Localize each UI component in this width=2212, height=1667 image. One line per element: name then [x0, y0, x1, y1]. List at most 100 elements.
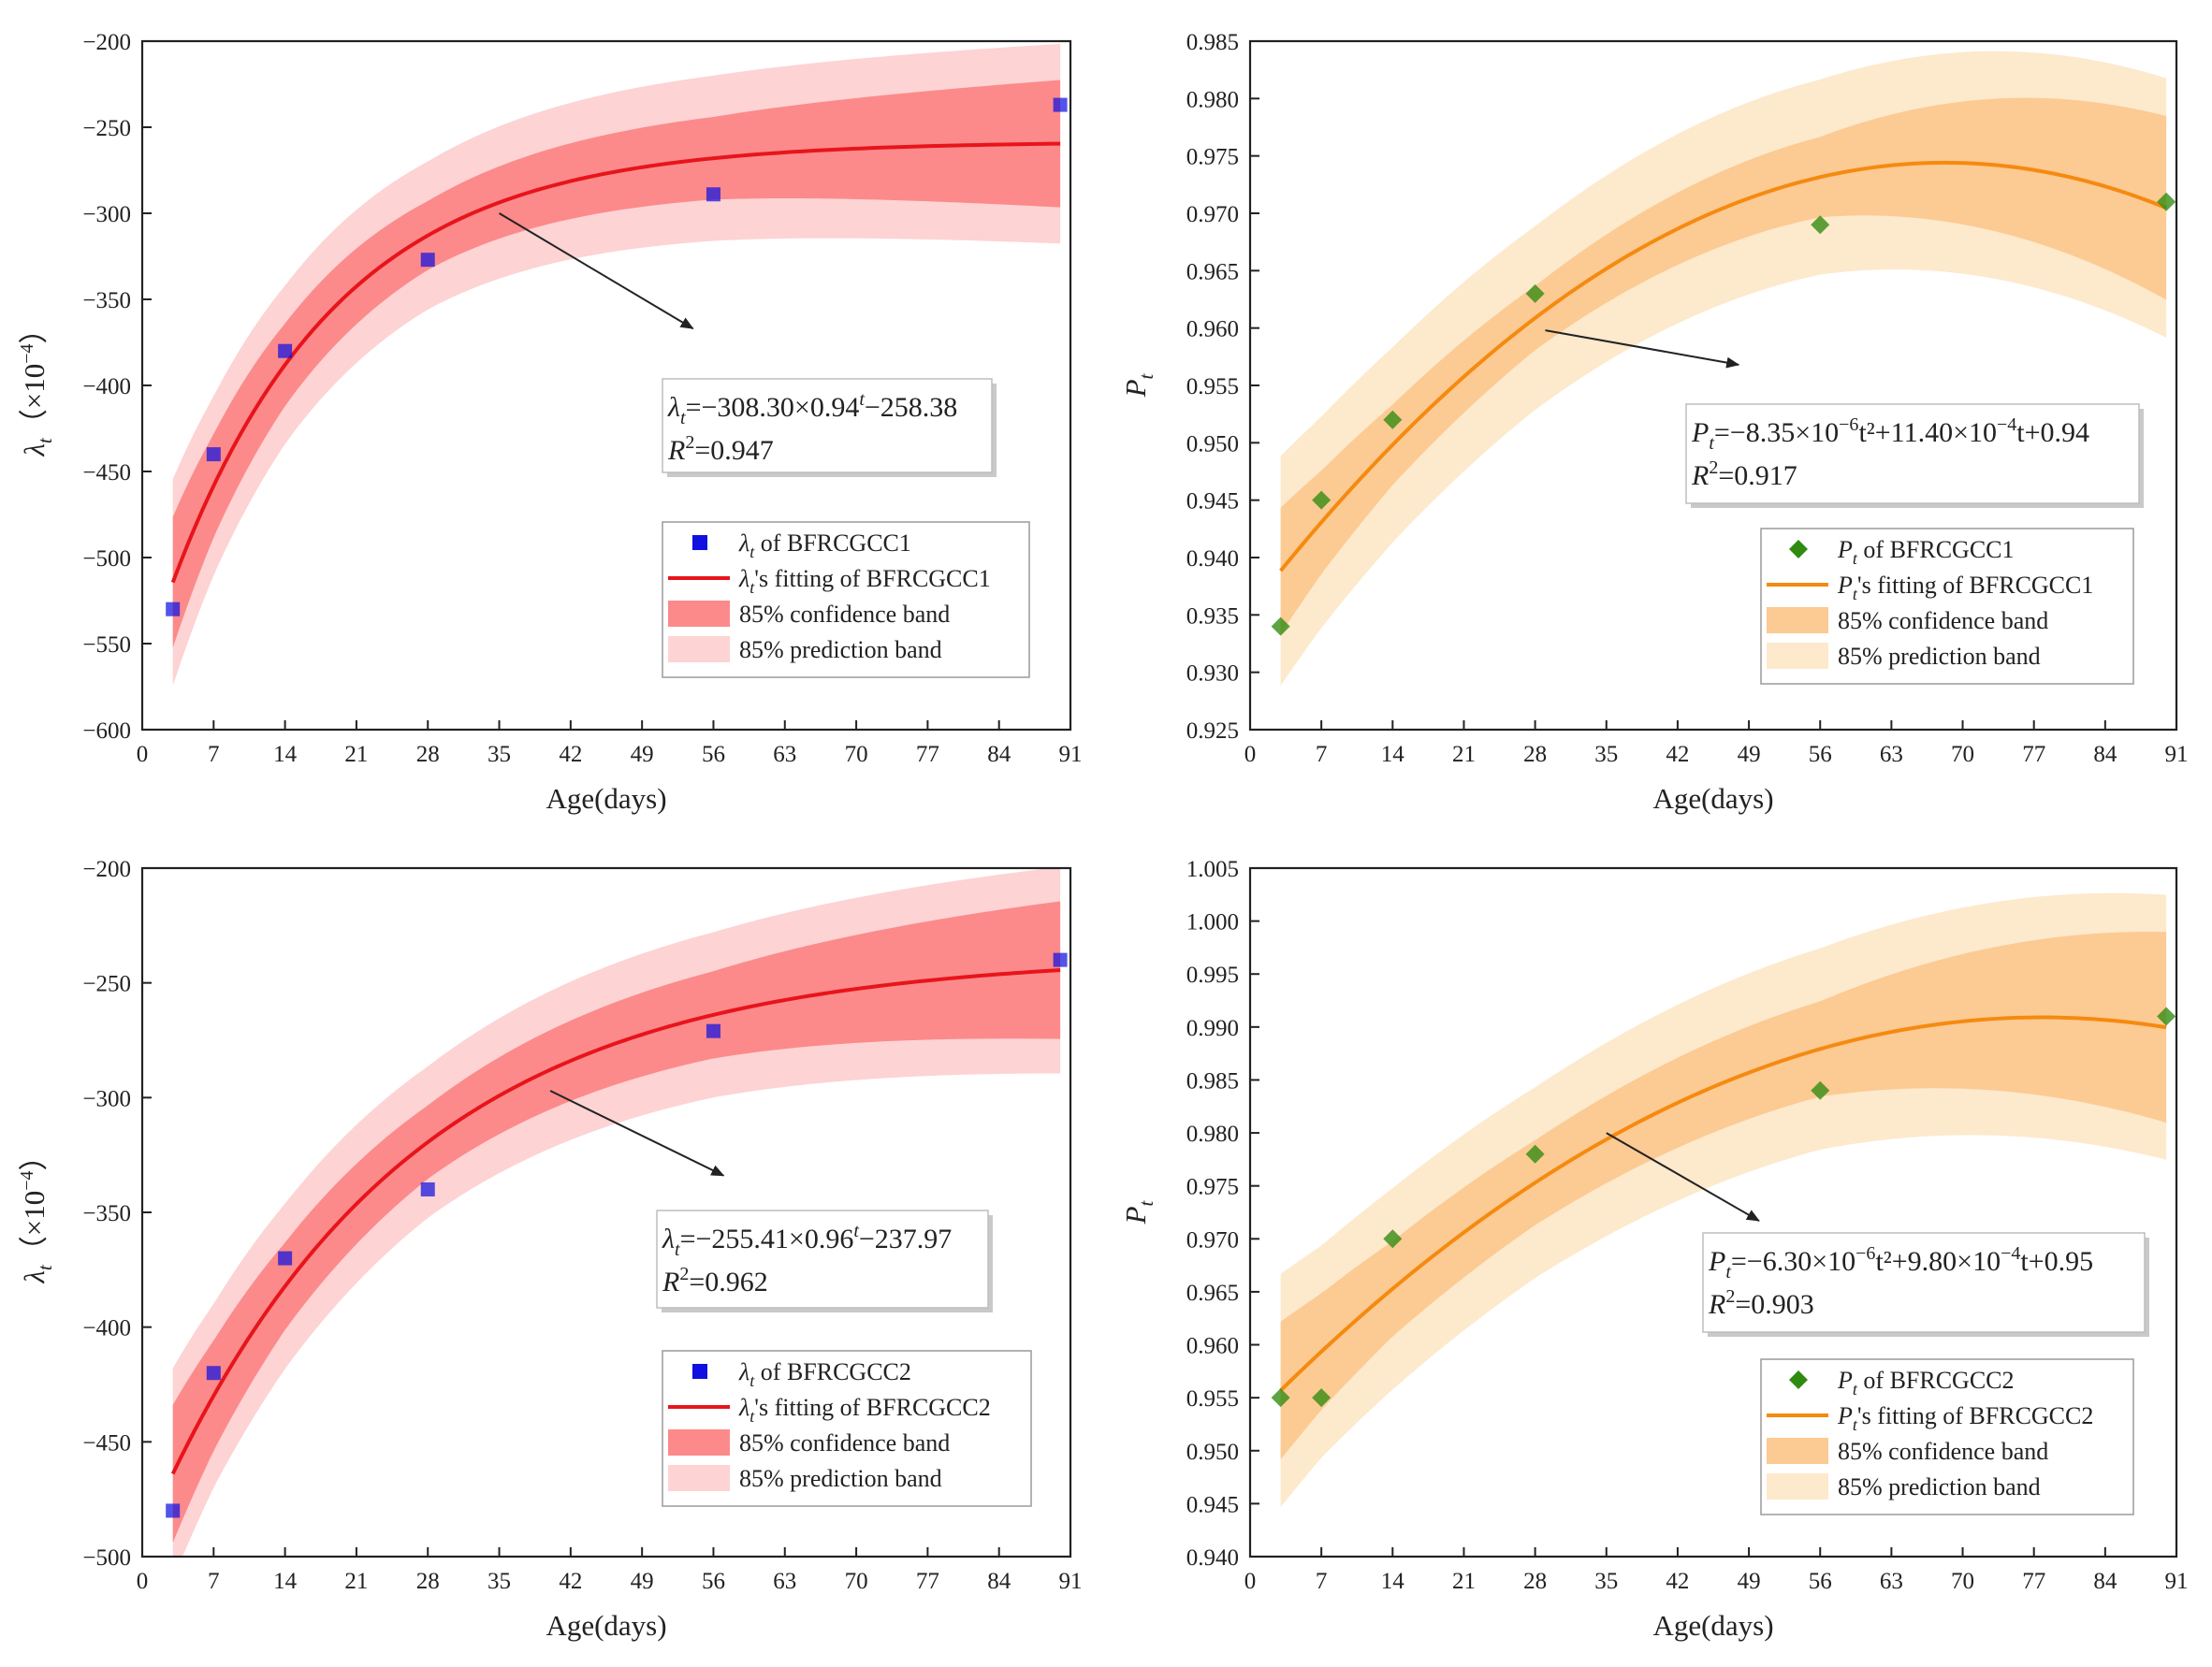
confidence-band — [172, 901, 1061, 1544]
x-tick-label: 49 — [1738, 1569, 1761, 1594]
legend-prediction-swatch — [668, 636, 730, 662]
equation-superscript: t — [859, 389, 865, 410]
panel-p-bfrcgcc2: 0 7 14 21 28 35 42 49 56 63 70 77 84 91 0.940 0.945 0.95… — [1119, 857, 2189, 1642]
equation-superscript: t — [853, 1221, 859, 1241]
panel-lambda-bfrcgcc2: 0 7 14 21 28 35 42 49 56 63 70 77 84 91 −500 −450 −400 −3… — [17, 857, 1083, 1642]
r-squared-value: =0.903 — [1735, 1289, 1813, 1320]
x-tick-label: 0 — [137, 1569, 149, 1594]
legend-prediction-swatch — [1767, 643, 1828, 669]
legend-symbol: λ — [738, 565, 749, 592]
y-tick-label: 0.955 — [1186, 374, 1239, 399]
y-tick-label: 0.995 — [1186, 963, 1239, 988]
x-tick-label: 49 — [1738, 742, 1761, 767]
equation-tail-2: t+0.94 — [2016, 417, 2089, 448]
x-tick-label: 84 — [2093, 742, 2117, 767]
x-tick-label: 14 — [1381, 1569, 1405, 1594]
y-axis-unit: （×10 — [18, 364, 51, 438]
x-tick-label: 0 — [1244, 1569, 1257, 1594]
legend-prediction-swatch — [668, 1465, 730, 1491]
equation-subscript: t — [680, 408, 686, 428]
legend-label: Pt's fitting of BFRCGCC2 — [1837, 1402, 2093, 1434]
y-tick-label: 0.925 — [1186, 718, 1239, 744]
x-tick-label: 77 — [916, 742, 939, 767]
legend-text-body: of BFRCGCC1 — [754, 529, 911, 557]
r-squared-symbol: R — [662, 1267, 679, 1297]
legend-label: 85% confidence band — [739, 601, 950, 628]
legend-symbol: P — [1837, 1367, 1853, 1394]
legend-confidence-swatch — [1767, 607, 1828, 633]
equation-box — [656, 1210, 989, 1309]
y-axis-unit: （×10 — [18, 1191, 51, 1265]
x-tick-label: 35 — [1594, 742, 1618, 767]
data-point — [1271, 1388, 1290, 1408]
legend-prediction-swatch — [1767, 1473, 1828, 1500]
equation-body: =−308.30×0.94 — [686, 392, 860, 423]
data-point — [278, 1251, 293, 1266]
y-tick-label: 1.000 — [1186, 910, 1239, 935]
x-tick-label: 77 — [2022, 742, 2045, 767]
legend-text-body: of BFRCGCC2 — [754, 1358, 911, 1385]
y-tick-label: 0.940 — [1186, 546, 1239, 572]
legend-label: 85% confidence band — [1838, 607, 2048, 634]
y-tick-label: 0.935 — [1186, 603, 1239, 629]
equation-tail: t²+11.40×10 — [1858, 417, 1997, 448]
x-tick-label: 28 — [1523, 742, 1547, 767]
equation-tail-2: t+0.95 — [2020, 1246, 2093, 1277]
x-tick-label: 63 — [1880, 1569, 1903, 1594]
y-tick-label: −400 — [82, 374, 131, 399]
r-squared-exponent: 2 — [685, 432, 694, 453]
legend-symbol: P — [1837, 572, 1853, 599]
x-tick-label: 42 — [559, 1569, 582, 1594]
y-tick-label: −550 — [82, 632, 131, 658]
y-tick-label: −450 — [82, 460, 131, 486]
legend-text-body: 's fitting of BFRCGCC2 — [1857, 1402, 2093, 1429]
legend-text-body: of BFRCGCC2 — [1857, 1367, 2015, 1394]
legend-text-body: 's fitting of BFRCGCC2 — [754, 1394, 990, 1421]
y-tick-label: 1.005 — [1186, 857, 1239, 882]
x-tick-label: 21 — [1452, 1569, 1476, 1594]
x-tick-label: 14 — [273, 1569, 298, 1594]
data-point — [2157, 192, 2176, 211]
legend-subscript: t — [749, 1407, 755, 1426]
y-tick-label: 0.970 — [1186, 202, 1239, 227]
x-tick-label: 56 — [1809, 1569, 1832, 1594]
equation-symbol: P — [1708, 1246, 1725, 1277]
fit-line — [170, 968, 1061, 1475]
r-squared-symbol: R — [667, 435, 685, 466]
x-tick-label: 70 — [845, 742, 868, 767]
legend-label: 85% prediction band — [1838, 1473, 2041, 1500]
legend-text-body: 85% prediction band — [739, 636, 942, 663]
r-squared: R2=0.947 — [667, 432, 774, 466]
data-point — [1811, 1080, 1830, 1100]
x-tick-label: 0 — [1244, 742, 1257, 767]
data-point — [1383, 1229, 1403, 1249]
legend-label: λt of BFRCGCC1 — [738, 529, 911, 561]
legend-text-body: 85% prediction band — [1838, 643, 2041, 670]
legend-text-body: 's fitting of BFRCGCC1 — [1857, 572, 2093, 599]
equation-box — [1702, 1232, 2146, 1333]
data-point — [278, 343, 293, 358]
data-point — [206, 1366, 221, 1381]
fit-equation: λt=−308.30×0.94t−258.38 — [667, 389, 957, 428]
legend-symbol: P — [1837, 1402, 1853, 1429]
legend-symbol: λ — [738, 1394, 749, 1421]
r-squared: R2=0.903 — [1708, 1286, 1814, 1320]
x-tick-label: 56 — [702, 742, 725, 767]
x-tick-label: 84 — [987, 742, 1011, 767]
legend-text-body: 85% confidence band — [1838, 1438, 2048, 1465]
legend-label: 85% prediction band — [1838, 643, 2041, 670]
x-tick-label: 63 — [773, 1569, 796, 1594]
y-tick-label: −600 — [82, 718, 131, 744]
x-tick-label: 49 — [631, 1569, 654, 1594]
y-tick-label: −500 — [82, 546, 131, 572]
data-point — [1312, 490, 1332, 510]
y-tick-label: −450 — [82, 1430, 131, 1456]
legend-subscript: t — [749, 1371, 755, 1390]
fit-line — [170, 141, 1061, 584]
equation-subscript: t — [675, 1239, 680, 1260]
legend-point-swatch — [692, 1364, 707, 1379]
legend-symbol: P — [1837, 536, 1853, 563]
x-tick-label: 21 — [344, 1569, 368, 1594]
legend-text-body: 85% confidence band — [1838, 607, 2048, 634]
x-tick-label: 14 — [1381, 742, 1405, 767]
